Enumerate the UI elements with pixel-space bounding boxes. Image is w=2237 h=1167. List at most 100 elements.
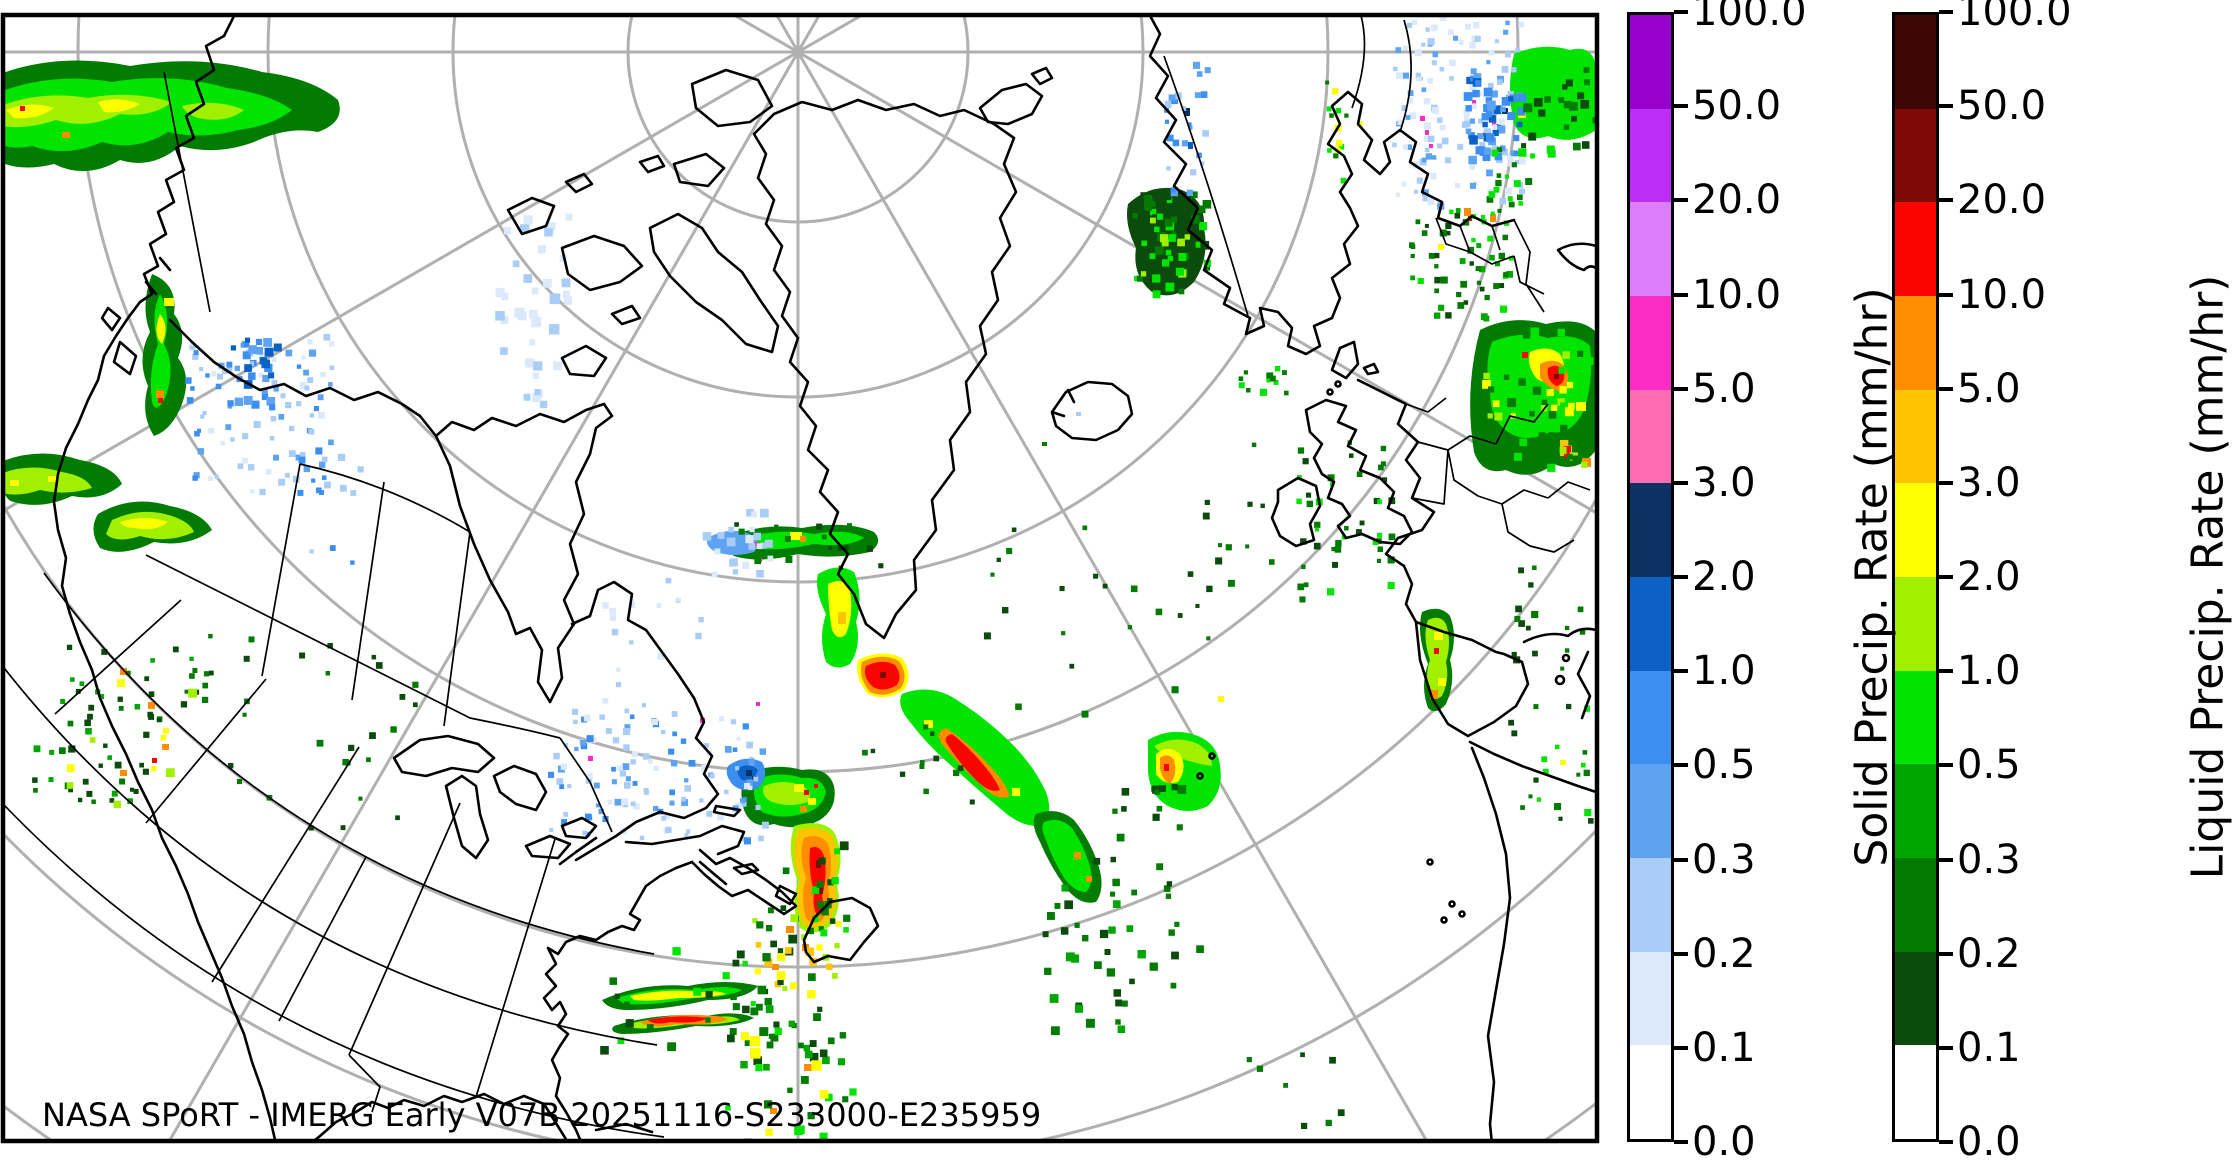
colorbar-segment <box>1895 764 1936 859</box>
colorbar-segment <box>1630 202 1671 297</box>
colorbar-tick-mark <box>1939 575 1953 579</box>
precip-blob <box>1438 678 1446 686</box>
precip-blob <box>588 756 593 761</box>
map-canvas <box>0 12 1600 1144</box>
coast-us-east <box>542 860 694 1141</box>
coast-ireland <box>1270 476 1322 548</box>
precip-blob <box>630 990 726 1001</box>
colorbar-tick-mark <box>1939 1045 1953 1050</box>
precip-blob <box>152 758 157 763</box>
precip-blob <box>20 106 25 111</box>
colorbar-tick-mark <box>1674 386 1688 391</box>
precip-blob <box>156 314 166 344</box>
precip-speckle-field <box>725 1003 857 1141</box>
colorbar-segment <box>1630 389 1671 484</box>
colorbar-tick-mark <box>1939 480 1953 485</box>
colorbar-tick-label: 5.0 <box>1692 365 1756 412</box>
precip-blob <box>1434 648 1439 654</box>
precip-speckle-field <box>1508 703 1594 824</box>
colorbar-segment <box>1895 296 1936 390</box>
precip-blob <box>880 672 886 678</box>
precip-blob <box>98 99 140 113</box>
colorbar-tick-label: 3.0 <box>1957 459 2021 506</box>
precip-blob <box>756 702 760 706</box>
colorbar-segment <box>1895 389 1936 484</box>
colorbar-liquid-title: Liquid Precip. Rate (mm/hr) <box>2182 274 2234 880</box>
colorbar-tick-label: 5.0 <box>1957 365 2021 412</box>
colorbar-segment <box>1630 858 1671 952</box>
precip-blob <box>120 668 127 675</box>
precip-speckle-field <box>1511 565 1586 671</box>
colorbar-segment <box>1895 670 1936 765</box>
colorbar-segment <box>1895 202 1936 297</box>
precip-map <box>0 12 1600 1144</box>
coast-west-europe <box>1356 378 1436 624</box>
precip-blob <box>1420 116 1425 121</box>
colorbar-segment <box>1630 483 1671 578</box>
precip-blob <box>1560 760 1566 765</box>
precip-blob <box>120 770 127 776</box>
colorbar-tick-label: 0.0 <box>1957 1119 2021 1165</box>
precip-blob <box>162 744 169 750</box>
precip-speckle-field <box>1042 884 1204 1036</box>
precip-speckle-field <box>983 525 1235 718</box>
precip-speckle-field <box>66 679 197 808</box>
colorbar-tick-label: 0.1 <box>1957 1024 2021 1071</box>
colorbar-tick-label: 0.5 <box>1692 742 1756 789</box>
colorbar-tick-label: 0.2 <box>1957 930 2021 977</box>
precip-speckle-field <box>602 577 704 714</box>
colorbar-segment <box>1630 15 1671 109</box>
colorbar-segment <box>1895 15 1936 109</box>
colorbar-tick-mark <box>1674 198 1688 203</box>
colorbar-tick-mark <box>1674 1045 1688 1050</box>
colorbar-segment <box>1630 764 1671 859</box>
colorbar-tick-mark <box>1674 763 1688 768</box>
colorbar-tick-label: 100.0 <box>1692 0 1807 35</box>
colorbar-tick-label: 1.0 <box>1957 648 2021 695</box>
precip-speckle-field <box>495 213 573 371</box>
precip-blob <box>1434 632 1443 640</box>
colorbar-segment <box>1895 108 1936 203</box>
coast-north-america-west <box>52 15 277 1141</box>
precip-blob <box>1576 402 1586 411</box>
colorbar-tick-mark <box>1674 951 1688 956</box>
colorbar-segment <box>1630 670 1671 765</box>
coast-newfoundland <box>802 896 880 964</box>
coast-north-africa <box>1468 740 1597 1141</box>
colorbar-tick-mark <box>1939 104 1953 109</box>
colorbar-tick-label: 20.0 <box>1692 177 1782 224</box>
precip-blob <box>800 806 807 812</box>
precip-blob <box>1154 739 1212 766</box>
precip-blob <box>790 532 802 540</box>
colorbar-tick-label: 2.0 <box>1692 554 1756 600</box>
precip-speckle-field <box>309 453 364 565</box>
precip-blob <box>770 1108 777 1114</box>
precipitation-layer <box>3 15 1597 1141</box>
precip-blob <box>1429 144 1433 148</box>
precip-blob <box>814 784 818 788</box>
map-frame <box>0 12 1600 1144</box>
colorbar-segment <box>1895 577 1936 671</box>
colorbar-tick-mark <box>1674 857 1688 862</box>
colorbar-segment <box>1895 951 1936 1046</box>
colorbar-tick-label: 0.2 <box>1692 930 1756 977</box>
colorbar-solid-title: Solid Precip. Rate (mm/hr) <box>1846 287 1898 867</box>
precip-blob <box>808 798 816 805</box>
precip-speckle-field <box>600 947 772 1055</box>
precip-speckle-field <box>1246 1052 1345 1129</box>
precip-blob <box>1012 788 1020 796</box>
colorbar-tick-label: 1.0 <box>1692 648 1756 695</box>
precip-blob <box>62 132 70 138</box>
precip-blob <box>1425 130 1429 135</box>
precip-blob <box>48 476 56 482</box>
precip-blob <box>804 790 809 795</box>
precip-blob <box>10 480 19 486</box>
colorbar-tick-label: 0.3 <box>1692 836 1756 883</box>
precip-blob <box>794 784 804 792</box>
colorbar-tick-label: 0.0 <box>1692 1119 1756 1165</box>
precip-blob <box>838 612 846 624</box>
colorbar-tick-label: 2.0 <box>1957 554 2021 600</box>
precip-blob <box>1188 142 1193 149</box>
precip-blob <box>648 1016 708 1024</box>
colorbar-solid-bar <box>1627 12 1674 1142</box>
